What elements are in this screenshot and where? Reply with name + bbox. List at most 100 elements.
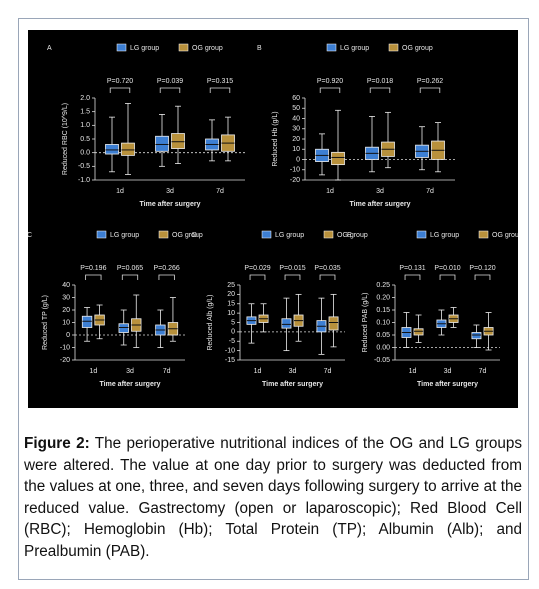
box <box>331 151 345 166</box>
y-tick-label: 25 <box>227 282 235 289</box>
legend-label: OG group <box>192 45 223 52</box>
x-axis-label: Time after surgery <box>262 381 323 388</box>
y-axis-label: Reduced Alb (g/L) <box>207 294 214 350</box>
p-value: P=0.262 <box>417 78 443 85</box>
x-axis-label: Time after surgery <box>350 201 411 208</box>
x-axis-label: Time after surgery <box>417 381 478 388</box>
x-tick-label: 7d <box>479 368 487 375</box>
p-value: P=0.315 <box>207 78 233 85</box>
panel-label: A <box>47 45 52 52</box>
p-bracket <box>109 87 131 93</box>
y-tick-label: -0.5 <box>78 163 90 170</box>
p-value: P=0.266 <box>154 265 180 272</box>
caption: Figure 2: The perioperative nutritional … <box>24 433 522 562</box>
caption-text: The perioperative nutritional indices of… <box>24 435 522 560</box>
x-axis-label: Time after surgery <box>140 201 201 208</box>
y-tick-label: -1.0 <box>78 177 90 184</box>
y-tick-label: 1.0 <box>80 122 90 129</box>
p-value: P=0.039 <box>157 78 183 85</box>
y-axis-label: Reduced RBC (10^9/L) <box>62 103 69 175</box>
p-value: P=0.035 <box>314 265 340 272</box>
x-tick-label: 7d <box>163 368 171 375</box>
y-tick-label: -20 <box>60 357 70 364</box>
legend-swatch <box>416 230 427 239</box>
x-tick-label: 3d <box>289 368 297 375</box>
y-tick-label: 10 <box>227 310 235 317</box>
box <box>118 323 129 333</box>
y-tick-label: 0.00 <box>376 344 390 351</box>
legend-label: OG group <box>402 45 433 52</box>
legend-label: LG group <box>275 232 304 239</box>
p-value: P=0.015 <box>279 265 305 272</box>
p-value: P=0.920 <box>317 78 343 85</box>
x-tick-label: 1d <box>326 188 334 195</box>
p-bracket <box>284 274 301 280</box>
box <box>171 133 185 149</box>
y-tick-label: 0.05 <box>376 332 390 339</box>
x-tick-label: 3d <box>376 188 384 195</box>
legend-label: OG group <box>492 232 518 239</box>
p-bracket <box>158 274 175 280</box>
p-bracket <box>319 274 336 280</box>
p-value: P=0.065 <box>117 265 143 272</box>
y-tick-label: 20 <box>292 136 300 143</box>
box <box>105 144 119 155</box>
charts: A LG group OG group -1.0 -0.5 0.0 0.5 1.0 1.5 2.0… <box>27 43 523 388</box>
x-axis-label: Time after surgery <box>100 381 161 388</box>
legend-label: LG group <box>130 45 159 52</box>
legend-swatch <box>116 43 127 52</box>
y-tick-label: 15 <box>227 301 235 308</box>
y-tick-label: 0.0 <box>80 150 90 157</box>
x-tick-label: 7d <box>426 188 434 195</box>
y-tick-label: 50 <box>292 105 300 112</box>
legend-label: LG group <box>340 45 369 52</box>
p-value: P=0.029 <box>244 265 270 272</box>
box <box>281 318 292 329</box>
legend-label: LG group <box>430 232 459 239</box>
x-tick-label: 1d <box>89 368 97 375</box>
y-tick-label: 0.5 <box>80 136 90 143</box>
y-axis-label: Reduced Hb (g/L) <box>272 111 279 166</box>
legend-label: LG group <box>110 232 139 239</box>
y-tick-label: 10 <box>62 319 70 326</box>
y-tick-label: 40 <box>62 282 70 289</box>
y-tick-label: 20 <box>227 291 235 298</box>
y-tick-label: -15 <box>225 357 235 364</box>
y-tick-label: 30 <box>62 294 70 301</box>
legend-label: OG group <box>337 232 368 239</box>
y-tick-label: 10 <box>292 146 300 153</box>
y-tick-label: 1.5 <box>80 109 90 116</box>
box <box>328 316 339 331</box>
p-bracket <box>404 274 421 280</box>
p-bracket <box>249 274 266 280</box>
x-tick-label: 3d <box>166 188 174 195</box>
p-bracket <box>85 274 102 280</box>
p-bracket <box>159 87 181 93</box>
panel-label: E <box>347 232 352 239</box>
box <box>471 332 482 340</box>
y-tick-label: 0.25 <box>376 282 390 289</box>
x-tick-label: 7d <box>324 368 332 375</box>
y-tick-label: -10 <box>60 344 70 351</box>
y-tick-label: 0 <box>66 332 70 339</box>
legend-swatch <box>261 230 272 239</box>
box <box>81 315 93 328</box>
p-value: P=0.018 <box>367 78 393 85</box>
legend-swatch <box>96 230 107 239</box>
legend-swatch <box>178 43 189 52</box>
y-tick-label: 5 <box>231 319 235 326</box>
figure: A LG group OG group -1.0 -0.5 0.0 0.5 1.0 1.5 2.0… <box>27 30 523 408</box>
p-value: P=0.196 <box>80 265 106 272</box>
legend-swatch <box>158 230 169 239</box>
p-bracket <box>419 87 441 93</box>
x-tick-label: 1d <box>409 368 417 375</box>
p-bracket <box>319 87 341 93</box>
y-axis-label: Reduced TP (g/L) <box>42 295 49 350</box>
panel-label: D <box>192 232 197 239</box>
box <box>155 135 169 152</box>
figure-frame <box>18 18 529 580</box>
y-tick-label: 60 <box>292 95 300 102</box>
y-axis-label: Reduced PAB (g/L) <box>362 293 369 353</box>
y-tick-label: 40 <box>292 115 300 122</box>
p-bracket <box>474 274 491 280</box>
